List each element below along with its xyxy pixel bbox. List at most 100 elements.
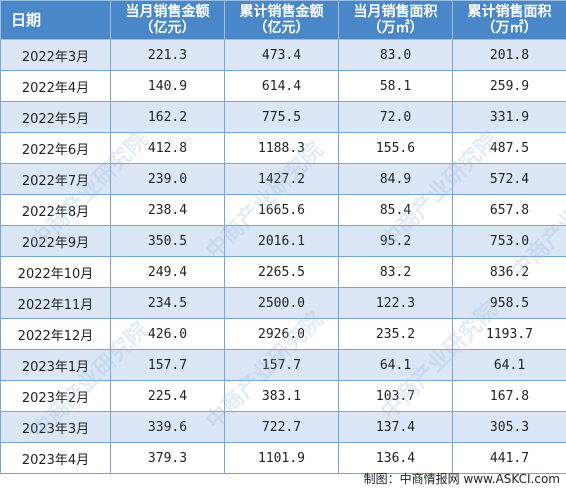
cell-monthly-area: 136.4 [338,442,453,474]
cell-monthly-amount: 426.0 [110,318,225,350]
cell-monthly-amount: 249.4 [110,256,225,288]
header-row: 日期 当月销售金额 （亿元） 累计销售金额 （亿元） 当月销售面积 （万㎡） 累… [0,0,566,40]
cell-cumulative-amount: 2926.0 [224,318,339,350]
cell-cumulative-amount: 2500.0 [224,287,339,319]
table-row: 2022年6月 412.8 1188.3 155.6 487.5 [0,132,566,164]
cell-cumulative-amount: 473.4 [224,39,339,71]
cell-date: 2022年6月 [0,132,111,164]
header-label: 当月销售金额 [125,4,210,20]
cell-cumulative-area: 487.5 [452,132,566,164]
table-row: 2022年4月 140.9 614.4 58.1 259.9 [0,70,566,102]
cell-date: 2022年9月 [0,225,111,257]
cell-monthly-amount: 162.2 [110,101,225,133]
cell-cumulative-area: 167.8 [452,380,566,412]
cell-date: 2022年12月 [0,318,111,350]
cell-monthly-amount: 140.9 [110,70,225,102]
source-credit: 制图：中商情报网 www.ASKCI.com [363,472,560,486]
cell-cumulative-area: 572.4 [452,163,566,195]
table-row: 2023年2月 225.4 383.1 103.7 167.8 [0,380,566,412]
header-monthly-amount: 当月销售金额 （亿元） [110,0,225,40]
cell-cumulative-area: 657.8 [452,194,566,226]
header-cumulative-amount: 累计销售金额 （亿元） [224,0,339,40]
cell-cumulative-area: 305.3 [452,411,566,443]
table-row: 2022年10月 249.4 2265.5 83.2 836.2 [0,256,566,288]
cell-monthly-amount: 238.4 [110,194,225,226]
cell-cumulative-amount: 383.1 [224,380,339,412]
cell-monthly-area: 137.4 [338,411,453,443]
cell-monthly-area: 85.4 [338,194,453,226]
cell-cumulative-amount: 1188.3 [224,132,339,164]
cell-date: 2022年11月 [0,287,111,319]
cell-cumulative-area: 1193.7 [452,318,566,350]
cell-monthly-amount: 225.4 [110,380,225,412]
cell-date: 2022年8月 [0,194,111,226]
cell-monthly-area: 83.2 [338,256,453,288]
table-header: 日期 当月销售金额 （亿元） 累计销售金额 （亿元） 当月销售面积 （万㎡） 累… [0,0,566,40]
header-label: 累计销售金额 [239,4,324,20]
cell-cumulative-amount: 157.7 [224,349,339,381]
cell-monthly-amount: 339.6 [110,411,225,443]
header-date: 日期 [0,0,111,40]
header-label: 日期 [11,11,42,29]
cell-monthly-area: 122.3 [338,287,453,319]
cell-monthly-area: 64.1 [338,349,453,381]
cell-cumulative-area: 201.8 [452,39,566,71]
cell-monthly-area: 155.6 [338,132,453,164]
table-row: 2023年4月 379.3 1101.9 136.4 441.7 [0,442,566,474]
cell-monthly-area: 103.7 [338,380,453,412]
cell-monthly-area: 84.9 [338,163,453,195]
cell-monthly-amount: 379.3 [110,442,225,474]
cell-cumulative-area: 259.9 [452,70,566,102]
header-unit: （亿元） [139,20,196,36]
cell-monthly-area: 72.0 [338,101,453,133]
cell-cumulative-amount: 1101.9 [224,442,339,474]
cell-cumulative-area: 836.2 [452,256,566,288]
cell-cumulative-area: 958.5 [452,287,566,319]
table-row: 2023年1月 157.7 157.7 64.1 64.1 [0,349,566,381]
cell-cumulative-area: 753.0 [452,225,566,257]
cell-monthly-amount: 157.7 [110,349,225,381]
cell-cumulative-amount: 722.7 [224,411,339,443]
cell-cumulative-amount: 614.4 [224,70,339,102]
cell-monthly-area: 95.2 [338,225,453,257]
table-row: 2022年9月 350.5 2016.1 95.2 753.0 [0,225,566,257]
cell-cumulative-amount: 2016.1 [224,225,339,257]
sales-table: 日期 当月销售金额 （亿元） 累计销售金额 （亿元） 当月销售面积 （万㎡） 累… [0,0,566,474]
cell-cumulative-area: 441.7 [452,442,566,474]
header-monthly-area: 当月销售面积 （万㎡） [338,0,453,40]
cell-cumulative-amount: 1665.6 [224,194,339,226]
cell-date: 2022年7月 [0,163,111,195]
header-unit: （万㎡） [367,20,424,36]
table-row: 2022年11月 234.5 2500.0 122.3 958.5 [0,287,566,319]
table-row: 2022年5月 162.2 775.5 72.0 331.9 [0,101,566,133]
cell-monthly-amount: 234.5 [110,287,225,319]
table-row: 2022年3月 221.3 473.4 83.0 201.8 [0,39,566,71]
cell-monthly-amount: 221.3 [110,39,225,71]
cell-cumulative-area: 64.1 [452,349,566,381]
cell-monthly-amount: 350.5 [110,225,225,257]
cell-date: 2022年4月 [0,70,111,102]
table-row: 2022年8月 238.4 1665.6 85.4 657.8 [0,194,566,226]
cell-date: 2023年1月 [0,349,111,381]
table-row: 2023年3月 339.6 722.7 137.4 305.3 [0,411,566,443]
header-cumulative-area: 累计销售面积 （万㎡） [452,0,566,40]
cell-cumulative-amount: 1427.2 [224,163,339,195]
cell-cumulative-amount: 2265.5 [224,256,339,288]
cell-monthly-area: 235.2 [338,318,453,350]
cell-date: 2023年4月 [0,442,111,474]
header-unit: （万㎡） [481,20,538,36]
cell-cumulative-area: 331.9 [452,101,566,133]
header-label: 当月销售面积 [353,4,438,20]
table-row: 2022年7月 239.0 1427.2 84.9 572.4 [0,163,566,195]
cell-cumulative-amount: 775.5 [224,101,339,133]
cell-date: 2022年5月 [0,101,111,133]
table-body: 2022年3月 221.3 473.4 83.0 201.8 2022年4月 140.9 61… [0,39,566,474]
cell-monthly-amount: 412.8 [110,132,225,164]
cell-date: 2023年3月 [0,411,111,443]
header-unit: （亿元） [253,20,310,36]
header-label: 累计销售面积 [467,4,552,20]
cell-monthly-amount: 239.0 [110,163,225,195]
table-row: 2022年12月 426.0 2926.0 235.2 1193.7 [0,318,566,350]
cell-date: 2022年10月 [0,256,111,288]
